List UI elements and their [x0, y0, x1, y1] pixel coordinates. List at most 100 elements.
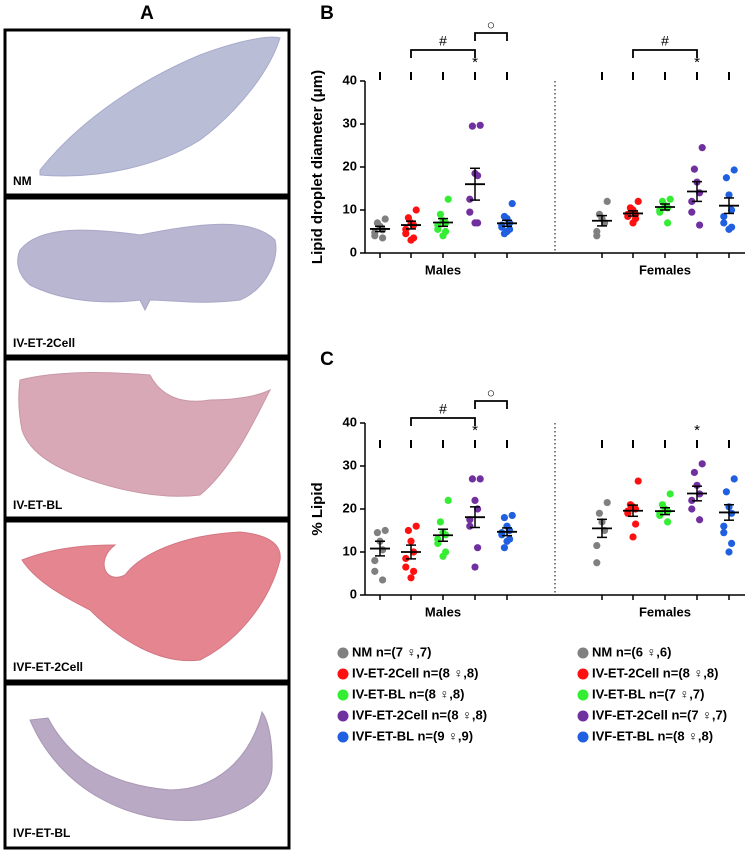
legend-swatch — [337, 710, 349, 722]
data-point — [720, 522, 728, 530]
data-point — [688, 496, 696, 504]
significance-bracket — [474, 400, 508, 409]
data-point — [508, 199, 516, 208]
data-point — [500, 230, 508, 238]
data-point — [730, 166, 738, 174]
image-label: IVF-ET-2Cell — [13, 660, 83, 674]
y-tick-label: 40 — [343, 72, 357, 87]
significance-bracket — [410, 417, 476, 426]
legend-swatch — [577, 647, 589, 659]
image-label: IV-ET-BL — [13, 498, 62, 512]
data-point — [379, 234, 387, 242]
x-tick-label: Females — [639, 604, 691, 619]
data-point — [503, 537, 511, 545]
data-point — [720, 529, 728, 537]
y-tick-label: 20 — [343, 500, 357, 515]
significance-bracket — [632, 49, 698, 58]
data-point — [603, 498, 611, 507]
y-axis-label: % Lipid — [309, 482, 326, 535]
data-point — [629, 219, 637, 227]
data-point — [632, 520, 640, 528]
annotation: * — [472, 422, 478, 439]
data-point — [595, 509, 604, 517]
y-axis-label: Lipid droplet diameter (μm) — [309, 70, 326, 264]
data-point — [698, 460, 706, 468]
legend-label: IV-ET-2Cell n=(8 ♀,8) — [352, 665, 478, 680]
data-point — [468, 475, 476, 483]
panel-label: A — [140, 3, 154, 24]
data-point — [402, 554, 410, 563]
image-label: NM — [13, 174, 32, 188]
significance-bracket — [410, 49, 476, 58]
tissue — [21, 531, 281, 662]
tissue — [17, 223, 277, 312]
image-label: IV-ET-2Cell — [13, 336, 75, 350]
legend-label: IVF-ET-BL n=(9 ♀,9) — [352, 728, 473, 743]
data-point — [474, 544, 482, 552]
data-point — [693, 481, 701, 489]
data-point — [634, 477, 642, 485]
y-tick-label: 20 — [343, 158, 357, 173]
data-point — [728, 206, 736, 214]
y-tick-label: 40 — [343, 414, 357, 429]
data-point — [468, 122, 476, 130]
data-point — [407, 236, 415, 244]
data-point — [402, 563, 410, 571]
data-point — [500, 544, 508, 552]
legend-label: IVF-ET-2Cell n=(8 ♀,8) — [352, 707, 487, 722]
legend-swatch — [337, 689, 349, 701]
data-point — [664, 219, 672, 227]
data-point — [725, 191, 733, 199]
data-point — [434, 225, 442, 233]
tissue-panel: NM IV-ET-2Cell IV-ET-BL IVF-ET-2Cell IVF… — [3, 28, 291, 850]
data-point — [471, 219, 479, 227]
data-point — [603, 197, 611, 205]
data-point — [371, 567, 379, 575]
data-point — [371, 557, 379, 565]
data-point — [466, 195, 474, 203]
data-point — [466, 208, 474, 216]
data-point — [407, 537, 415, 545]
data-point — [722, 488, 731, 496]
data-point — [466, 522, 474, 530]
annotation: * — [472, 54, 478, 71]
data-point — [666, 195, 674, 203]
data-point — [696, 516, 704, 524]
tissue — [29, 710, 273, 821]
annotation: * — [694, 54, 700, 71]
data-point — [624, 212, 632, 221]
data-point — [720, 212, 728, 221]
data-point — [498, 223, 506, 231]
legend-swatch — [577, 710, 589, 722]
data-point — [412, 206, 420, 214]
data-point — [471, 496, 479, 504]
data-point — [373, 529, 381, 537]
legend-label: IVF-ET-BL n=(8 ♀,8) — [592, 728, 713, 743]
tissue — [39, 36, 281, 177]
data-point — [593, 232, 601, 240]
legend-label: IV-ET-BL n=(7 ♀,7) — [592, 686, 704, 701]
y-tick-label: 30 — [343, 457, 357, 472]
data-point — [688, 197, 696, 205]
data-point — [688, 505, 696, 513]
significance-bracket — [474, 32, 508, 41]
legend-swatch — [577, 668, 589, 680]
y-tick-label: 30 — [343, 115, 357, 130]
data-point — [722, 174, 731, 182]
y-tick-label: 10 — [343, 543, 357, 558]
data-point — [664, 518, 672, 526]
y-tick-label: 0 — [350, 586, 357, 601]
legend-label: IV-ET-2Cell n=(8 ♀,8) — [592, 665, 718, 680]
data-point — [656, 511, 664, 520]
image-label: IVF-ET-BL — [13, 826, 70, 840]
data-point — [379, 576, 387, 584]
data-point — [666, 490, 674, 498]
data-point — [629, 533, 637, 541]
tissue — [18, 372, 272, 497]
data-point — [444, 496, 452, 504]
legend-swatch — [337, 731, 349, 743]
legend-swatch — [577, 731, 589, 743]
legend-label: IVF-ET-2Cell n=(7 ♀,7) — [592, 707, 727, 722]
